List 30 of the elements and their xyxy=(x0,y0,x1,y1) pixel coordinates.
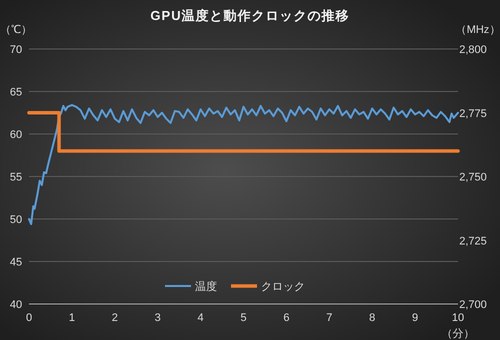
y-tick-label: 50 xyxy=(10,214,22,226)
y-tick-label: 45 xyxy=(10,256,22,268)
y2-tick-label: 2,800 xyxy=(459,44,487,56)
y2-tick-label: 2,725 xyxy=(459,235,487,248)
y-tick-label: 70 xyxy=(10,44,22,56)
x-tick-label: 4 xyxy=(198,312,204,324)
x-tick-label: 10 xyxy=(452,312,464,324)
x-tick-label: 7 xyxy=(326,312,332,324)
x-tick-label: 6 xyxy=(283,312,290,324)
x-tick-label: 5 xyxy=(240,312,247,324)
y-tick-label: 55 xyxy=(10,172,22,184)
x-tick-label: 2 xyxy=(112,312,118,324)
y2-tick-label: 2,700 xyxy=(459,299,487,311)
x-tick-label: 0 xyxy=(26,312,32,324)
y2-tick-label: 2,775 xyxy=(459,108,487,120)
legend-label: クロック xyxy=(261,281,305,293)
y2-tick-label: 2,750 xyxy=(459,172,487,184)
x-tick-label: 9 xyxy=(412,312,418,324)
y-tick-label: 60 xyxy=(10,129,22,141)
legend-label: 温度 xyxy=(195,280,217,293)
x-tick-label: 1 xyxy=(68,312,75,324)
chart-title: GPU温度と動作クロックの推移 xyxy=(150,8,350,23)
y2-axis-title: （MHz） xyxy=(456,24,500,36)
y-axis-title: （℃） xyxy=(0,24,32,36)
x-tick-label: 3 xyxy=(154,312,161,324)
line-series xyxy=(28,104,459,226)
y-tick-label: 65 xyxy=(10,86,22,98)
x-axis-title: （分） xyxy=(442,328,474,340)
x-tick-label: 8 xyxy=(369,312,376,324)
y-tick-label: 40 xyxy=(10,299,22,311)
